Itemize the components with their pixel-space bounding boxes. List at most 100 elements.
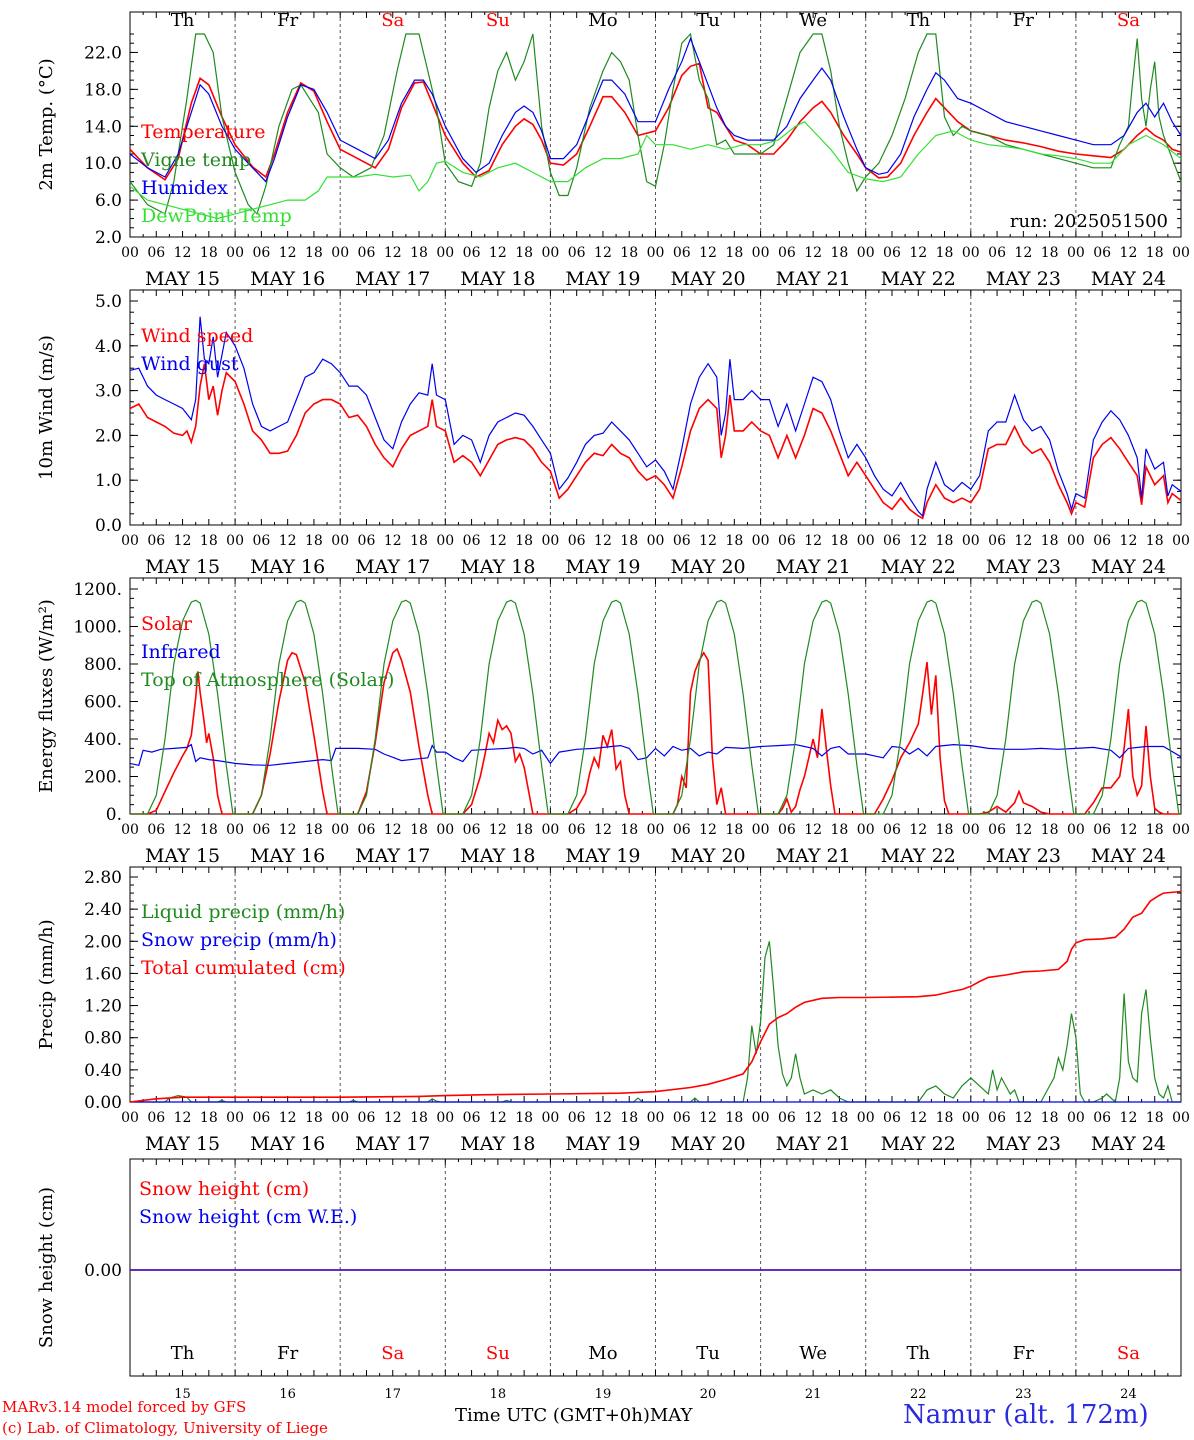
hour-label: 18	[831, 1110, 849, 1126]
y-tick-label: 6.0	[95, 191, 122, 211]
legend-temperature: Temperature	[141, 121, 265, 143]
hour-label: 00	[857, 245, 875, 261]
day-label: MAY 15	[145, 556, 220, 578]
hour-label: 12	[174, 1110, 192, 1126]
hour-label: 18	[620, 533, 638, 549]
run-label: run: 2025051500	[1010, 211, 1168, 232]
day-label: MAY 16	[250, 1133, 325, 1155]
hour-label: 06	[883, 245, 901, 261]
hour-label: 00	[857, 533, 875, 549]
hour-label: 12	[489, 1110, 507, 1126]
day-label: MAY 15	[145, 1133, 220, 1155]
hour-label: 18	[1146, 533, 1164, 549]
hour-label: 12	[804, 822, 822, 838]
weekday-label: We	[799, 1343, 827, 1364]
y-tick-label: 14.0	[84, 117, 122, 137]
hour-label: 00	[331, 533, 349, 549]
y-tick-label: 0.0	[95, 516, 122, 536]
hour-label: 18	[515, 245, 533, 261]
hour-label: 00	[226, 533, 244, 549]
hour-label: 18	[936, 533, 954, 549]
weekday-label: Sa	[381, 1343, 404, 1364]
hour-label: 06	[252, 533, 270, 549]
hour-label: 18	[515, 822, 533, 838]
hour-label: 12	[489, 533, 507, 549]
day-label: MAY 24	[1091, 1133, 1166, 1155]
hour-label: 06	[568, 822, 586, 838]
weekday-label: Su	[486, 10, 510, 31]
hour-label: 06	[1093, 1110, 1111, 1126]
hour-label: 06	[358, 1110, 376, 1126]
hour-label: 12	[489, 822, 507, 838]
hour-label: 06	[673, 533, 691, 549]
hour-label: 00	[1067, 1110, 1085, 1126]
hour-label: 00	[752, 245, 770, 261]
weekday-label: Mo	[588, 10, 617, 31]
hour-label: 06	[778, 822, 796, 838]
hour-label: 12	[174, 533, 192, 549]
legend-wind-speed: Wind speed	[141, 325, 253, 347]
hour-label: 18	[1146, 1110, 1164, 1126]
weekday-label: Th	[906, 1343, 930, 1364]
y-tick-label: 1.0	[95, 471, 122, 491]
weekday-label: Th	[171, 1343, 195, 1364]
hour-label: 12	[909, 533, 927, 549]
hour-label: 06	[988, 533, 1006, 549]
series-line-humidex	[129, 36, 1182, 183]
hour-label: 06	[147, 822, 165, 838]
hour-label: 06	[1093, 533, 1111, 549]
hour-label: 00	[331, 822, 349, 838]
hour-label: 00	[647, 822, 665, 838]
weekday-label: Su	[486, 1343, 510, 1364]
y-axis-title: 10m Wind (m/s)	[36, 335, 57, 480]
legend-vigne-temp: Vigne temp	[140, 149, 251, 171]
weekday-label: Th	[171, 10, 195, 31]
day-label: MAY 19	[565, 268, 640, 290]
hour-label: 18	[1041, 1110, 1059, 1126]
hour-label: 06	[778, 1110, 796, 1126]
day-label: MAY 23	[986, 1133, 1061, 1155]
legend-total-cumulated-cm-: Total cumulated (cm)	[141, 957, 346, 979]
hour-label: 12	[804, 245, 822, 261]
hour-label: 12	[279, 822, 297, 838]
hour-label: 18	[936, 245, 954, 261]
legend-infrared: Infrared	[141, 641, 221, 663]
hour-label: 12	[699, 1110, 717, 1126]
hour-label: 12	[909, 822, 927, 838]
hour-label: 18	[620, 1110, 638, 1126]
day-label: MAY 21	[776, 845, 851, 867]
hour-label: 12	[1120, 533, 1138, 549]
weekday-label: Sa	[381, 10, 404, 31]
hour-label: 12	[594, 822, 612, 838]
hour-label: 18	[410, 245, 428, 261]
hour-label: 18	[410, 533, 428, 549]
y-tick-label: 0.	[106, 805, 122, 825]
day-label: MAY 19	[565, 845, 640, 867]
hour-label: 18	[725, 245, 743, 261]
hour-label: 18	[725, 1110, 743, 1126]
hour-label: 06	[1093, 245, 1111, 261]
legend-wind-gust: Wind gust	[141, 353, 239, 375]
hour-label: 06	[883, 533, 901, 549]
hour-label: 12	[1014, 533, 1032, 549]
hour-label: 12	[384, 1110, 402, 1126]
hour-label: 00	[436, 533, 454, 549]
weekday-label: Sa	[1117, 10, 1140, 31]
day-label: MAY 15	[145, 268, 220, 290]
weekday-label: Fr	[1013, 10, 1034, 31]
y-tick-label: 2.40	[84, 900, 122, 920]
day-number-label: 20	[700, 1387, 717, 1402]
y-tick-label: 600.	[84, 693, 122, 713]
day-label: MAY 23	[986, 845, 1061, 867]
day-label: MAY 19	[565, 556, 640, 578]
day-label: MAY 18	[460, 845, 535, 867]
y-tick-label: 0.00	[84, 1261, 122, 1281]
y-tick-label: 1.20	[84, 997, 122, 1017]
day-number-label: 15	[174, 1387, 191, 1402]
hour-label: 12	[384, 533, 402, 549]
hour-label: 06	[358, 533, 376, 549]
legend-snow-height-cm-w-e-: Snow height (cm W.E.)	[139, 1206, 357, 1228]
hour-label: 00	[1067, 245, 1085, 261]
hour-label: 06	[147, 1110, 165, 1126]
